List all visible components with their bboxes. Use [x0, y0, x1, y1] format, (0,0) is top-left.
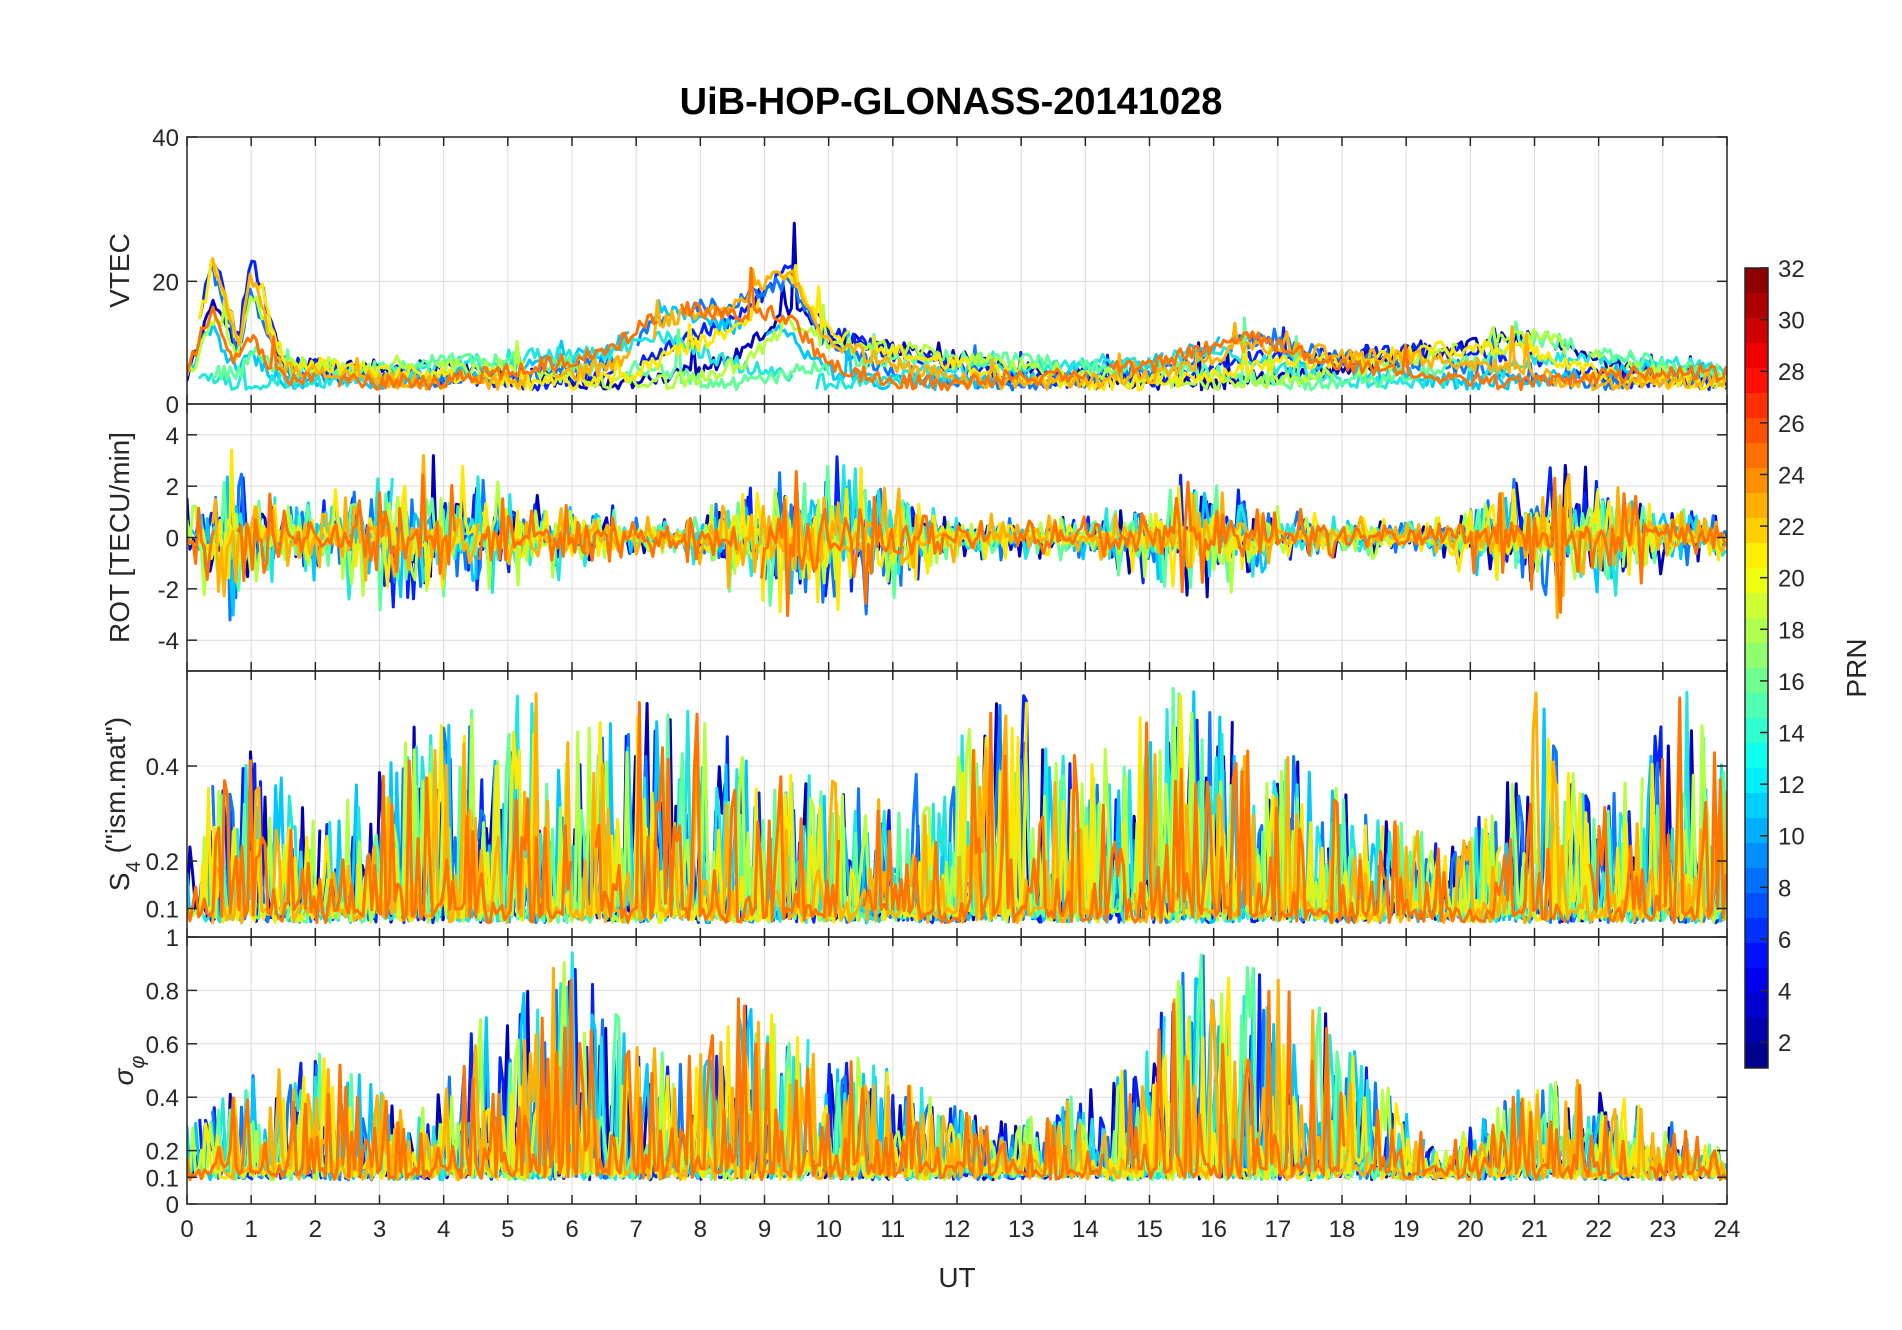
y-axis-label-sub: 4	[123, 861, 145, 872]
x-axis-label: UT	[938, 1262, 975, 1293]
y-tick-label: 4	[166, 423, 179, 450]
x-tick-label: 4	[437, 1216, 450, 1243]
x-tick-label: 24	[1714, 1216, 1741, 1243]
y-tick-label: 0.6	[146, 1032, 179, 1059]
colorbar-tick-label: 20	[1778, 566, 1805, 593]
x-tick-label: 21	[1521, 1216, 1548, 1243]
panel-vtec: 20 40 VTEC	[104, 125, 1728, 405]
series-prn-18	[187, 480, 1727, 597]
x-tick-label: 23	[1649, 1216, 1676, 1243]
colorbar-tick-label: 22	[1778, 514, 1805, 541]
y-tick-label: 0	[166, 526, 179, 553]
x-tick-label: 10	[815, 1216, 842, 1243]
series-group	[187, 686, 1727, 925]
x-tick-label: 11	[880, 1216, 905, 1243]
y-tick-label: 40	[152, 125, 179, 152]
y-axis-label: σφ	[108, 1056, 149, 1086]
x-tick-label: 2	[309, 1216, 322, 1243]
series-prn-18	[187, 961, 1727, 1182]
colorbar-tick-label: 18	[1778, 617, 1805, 644]
x-tick-label: 15	[1136, 1216, 1163, 1243]
x-axis: UT 0 1 2 3 4 5 6 7 8 9 10 11 12 13 14 15 16 17 18 19 20 21 22 2…	[180, 1216, 1740, 1293]
y-tick-label: 0	[166, 392, 179, 419]
panel-sigma: 00.10.2 0.4 0.6 0.8 1 σφ	[108, 925, 1728, 1219]
y-axis-label: VTEC	[104, 233, 135, 308]
colorbar-tick-label: 28	[1778, 359, 1805, 386]
colorbar-tick-label: 30	[1778, 308, 1805, 335]
x-tick-label: 19	[1393, 1216, 1420, 1243]
x-tick-label: 5	[501, 1216, 514, 1243]
x-tick-label: 8	[694, 1216, 707, 1243]
colorbar-tick-label: 8	[1778, 875, 1791, 902]
series-group	[187, 951, 1727, 1182]
y-axis-label: ROT [TECU/min]	[104, 432, 135, 643]
series-prn-24	[187, 978, 1727, 1182]
y-tick-label: 0	[166, 1192, 179, 1219]
y-tick-label: -4	[158, 628, 179, 655]
y-axis-label-sub: φ	[127, 1056, 149, 1069]
y-tick-label: 2	[166, 474, 179, 501]
series-group	[187, 448, 1727, 622]
colorbar-tick-label: 6	[1778, 927, 1791, 954]
series-prn-24	[187, 696, 1727, 925]
y-tick-label: 0.1	[146, 1165, 179, 1192]
colorbar-label: PRN	[1841, 638, 1872, 697]
x-tick-label: 16	[1200, 1216, 1227, 1243]
y-tick-label: 0.2	[146, 1139, 179, 1166]
colorbar-tick-label: 16	[1778, 669, 1805, 696]
y-tick-label: 0.1	[146, 897, 179, 924]
x-tick-label: 14	[1072, 1216, 1099, 1243]
x-tick-label: 13	[1008, 1216, 1035, 1243]
colorbar-tick-label: 2	[1778, 1030, 1791, 1057]
colorbar-tick-label: 10	[1778, 824, 1805, 851]
series-prn-22	[211, 257, 1727, 392]
x-tick-label: 1	[244, 1216, 257, 1243]
x-tick-label: 3	[373, 1216, 386, 1243]
y-axis-label: S4 ("ism.mat")	[100, 717, 145, 891]
colorbar-tick-label: 14	[1778, 721, 1805, 748]
y-axis-label-rest: ("ism.mat")	[100, 717, 131, 861]
y-axis-label-main: S	[104, 872, 135, 891]
x-tick-label: 0	[180, 1216, 193, 1243]
series-prn-24	[187, 470, 1727, 618]
x-tick-label: 17	[1264, 1216, 1291, 1243]
y-tick-label: -2	[158, 577, 179, 604]
y-tick-label: 0.4	[146, 754, 179, 781]
series-prn-24	[187, 266, 1727, 392]
colorbar-tick-label: 4	[1778, 979, 1791, 1006]
x-tick-label: 9	[758, 1216, 771, 1243]
colorbar-tick-label: 24	[1778, 462, 1805, 489]
y-tick-label: 20	[152, 269, 179, 296]
x-tick-label: 22	[1585, 1216, 1612, 1243]
y-tick-label: 0.8	[146, 978, 179, 1005]
x-tick-label: 7	[629, 1216, 642, 1243]
colorbar-tick-label: 26	[1778, 411, 1805, 438]
chart-title: UiB-HOP-GLONASS-20141028	[680, 81, 1223, 123]
colorbar-tick-label: 32	[1778, 256, 1805, 283]
x-tick-label: 12	[944, 1216, 971, 1243]
series-group	[187, 221, 1727, 392]
panel-s4: 0.10.20.4S4 ("ism.mat")	[100, 670, 1728, 938]
panel-rot: -4 -2 0 2 4 0 ROT [TECU/min]	[104, 392, 1728, 672]
colorbar-tick-label: 12	[1778, 772, 1805, 799]
x-tick-label: 18	[1329, 1216, 1356, 1243]
colorbar-gradient	[1744, 267, 1769, 1069]
y-tick-label: 1	[166, 925, 179, 952]
y-tick-label: 0.4	[146, 1085, 179, 1112]
x-tick-label: 6	[565, 1216, 578, 1243]
y-axis-label-main: σ	[108, 1067, 139, 1085]
x-tick-label: 20	[1457, 1216, 1484, 1243]
y-tick-label: 0.2	[146, 849, 179, 876]
